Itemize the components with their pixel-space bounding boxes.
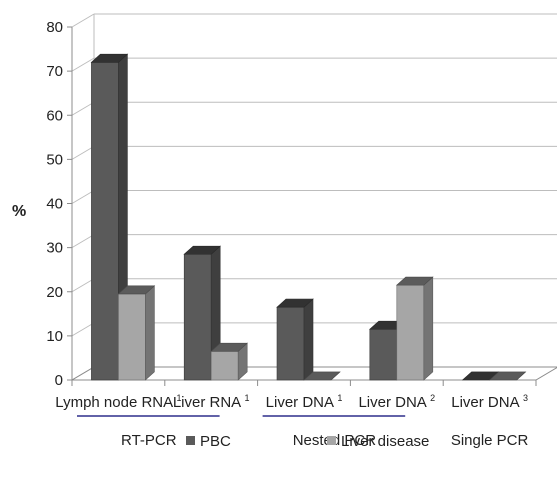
bar-liver-disease	[210, 342, 248, 381]
bar-side	[423, 276, 434, 381]
bar-front	[91, 61, 119, 381]
bar-top	[90, 53, 129, 63]
legend-label: Liver disease	[341, 433, 429, 450]
bar-liver-disease	[117, 285, 156, 381]
bar-front	[183, 253, 212, 381]
gridline-depth	[71, 322, 95, 337]
gridlines	[71, 13, 557, 381]
gridline-depth	[71, 190, 95, 204]
bar-side	[303, 298, 314, 381]
y-tick-label: 50	[46, 151, 63, 168]
bar-top	[210, 342, 248, 352]
legend: PBC Liver disease	[186, 433, 429, 450]
bar-top	[303, 371, 341, 381]
gridline-depth	[71, 145, 95, 160]
category-label: Liver DNA 2	[358, 393, 435, 411]
gridline-depth	[71, 57, 95, 72]
y-tick-label: 20	[46, 284, 63, 301]
legend-item: PBC	[186, 433, 231, 450]
legend-swatch	[186, 436, 195, 445]
bar-top	[117, 285, 156, 295]
y-tick-label: 70	[46, 63, 63, 80]
group-labels: RT-PCR Nested PCR Single PCR	[77, 415, 529, 449]
legend-item: Liver disease	[327, 433, 429, 450]
bar-front	[369, 328, 398, 381]
group-label: Single PCR	[451, 432, 529, 449]
bar-front	[276, 306, 305, 381]
bar-front	[118, 293, 146, 381]
y-tick-label: 60	[46, 107, 63, 124]
legend-label: PBC	[200, 433, 231, 450]
category-label: Lymph node RNA 1	[55, 393, 181, 411]
y-tick-labels: 0 10 20 30 40 50 60 70 80	[46, 19, 63, 389]
y-tick-label: 80	[46, 19, 63, 36]
bar-liver-disease	[396, 276, 434, 381]
category-label: Liver DNA 1	[266, 393, 343, 411]
y-tick-label: 0	[55, 372, 63, 389]
y-tick-label: 10	[46, 328, 63, 345]
gridline-depth	[71, 13, 95, 28]
group-label: RT-PCR	[121, 432, 177, 449]
bar-pbc	[276, 298, 314, 381]
category-label: Liver RNA 1	[173, 393, 250, 411]
bar-liver-disease	[303, 371, 341, 381]
y-axis-label: %	[12, 203, 26, 220]
gridline-depth	[71, 101, 95, 116]
bar-front	[396, 284, 425, 381]
bar-side	[145, 285, 155, 381]
bar-top	[183, 245, 221, 255]
bar-front	[210, 351, 239, 381]
gridline-depth	[71, 278, 95, 293]
legend-swatch	[327, 436, 336, 445]
bar-top	[396, 276, 434, 286]
gridline-depth	[71, 234, 95, 249]
y-tick-label: 40	[46, 196, 63, 213]
bar-top	[488, 371, 527, 381]
y-tick-label: 30	[46, 240, 63, 257]
category-label: Liver DNA 3	[451, 393, 528, 411]
bars	[90, 53, 527, 381]
bar-top	[276, 298, 314, 308]
bar-liver-disease	[488, 371, 527, 381]
